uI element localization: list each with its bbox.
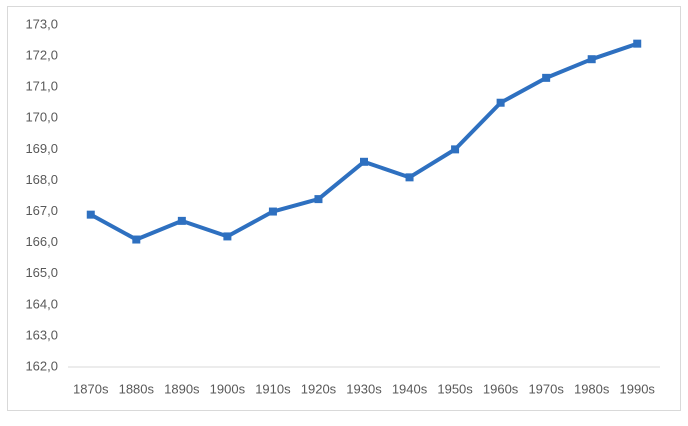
x-tick-label: 1890s bbox=[164, 381, 200, 396]
marker bbox=[496, 98, 505, 107]
chart-frame bbox=[7, 6, 681, 411]
marker bbox=[314, 195, 323, 204]
x-tick-label: 1910s bbox=[255, 381, 291, 396]
marker bbox=[223, 232, 232, 241]
marker bbox=[587, 55, 596, 64]
x-tick-label: 1940s bbox=[392, 381, 428, 396]
marker bbox=[177, 216, 186, 225]
y-tick-label: 171,0 bbox=[25, 79, 58, 94]
y-tick-label: 163,0 bbox=[25, 327, 58, 342]
x-tick-label: 1970s bbox=[528, 381, 564, 396]
x-tick-label: 1950s bbox=[437, 381, 473, 396]
x-tick-label: 1960s bbox=[483, 381, 519, 396]
y-tick-label: 166,0 bbox=[25, 234, 58, 249]
y-tick-label: 168,0 bbox=[25, 172, 58, 187]
marker bbox=[360, 157, 368, 166]
marker bbox=[405, 173, 414, 182]
x-tick-label: 1990s bbox=[620, 381, 656, 396]
marker bbox=[268, 207, 277, 216]
x-tick-label: 1880s bbox=[119, 381, 155, 396]
x-tick-label: 1900s bbox=[210, 381, 246, 396]
x-tick-label: 1930s bbox=[346, 381, 382, 396]
marker bbox=[86, 210, 95, 219]
y-tick-label: 167,0 bbox=[25, 203, 58, 218]
marker bbox=[132, 235, 141, 244]
marker bbox=[542, 73, 551, 82]
y-tick-label: 162,0 bbox=[25, 358, 58, 373]
x-tick-label: 1870s bbox=[73, 381, 109, 396]
y-tick-label: 169,0 bbox=[25, 141, 58, 156]
marker bbox=[633, 39, 642, 48]
x-tick-label: 1920s bbox=[301, 381, 337, 396]
y-tick-label: 165,0 bbox=[25, 265, 58, 280]
x-tick-label: 1980s bbox=[574, 381, 610, 396]
y-tick-label: 170,0 bbox=[25, 110, 58, 125]
marker bbox=[451, 145, 460, 154]
y-tick-label: 172,0 bbox=[25, 48, 58, 63]
y-tick-label: 173,0 bbox=[25, 16, 58, 31]
y-tick-label: 164,0 bbox=[25, 296, 58, 311]
